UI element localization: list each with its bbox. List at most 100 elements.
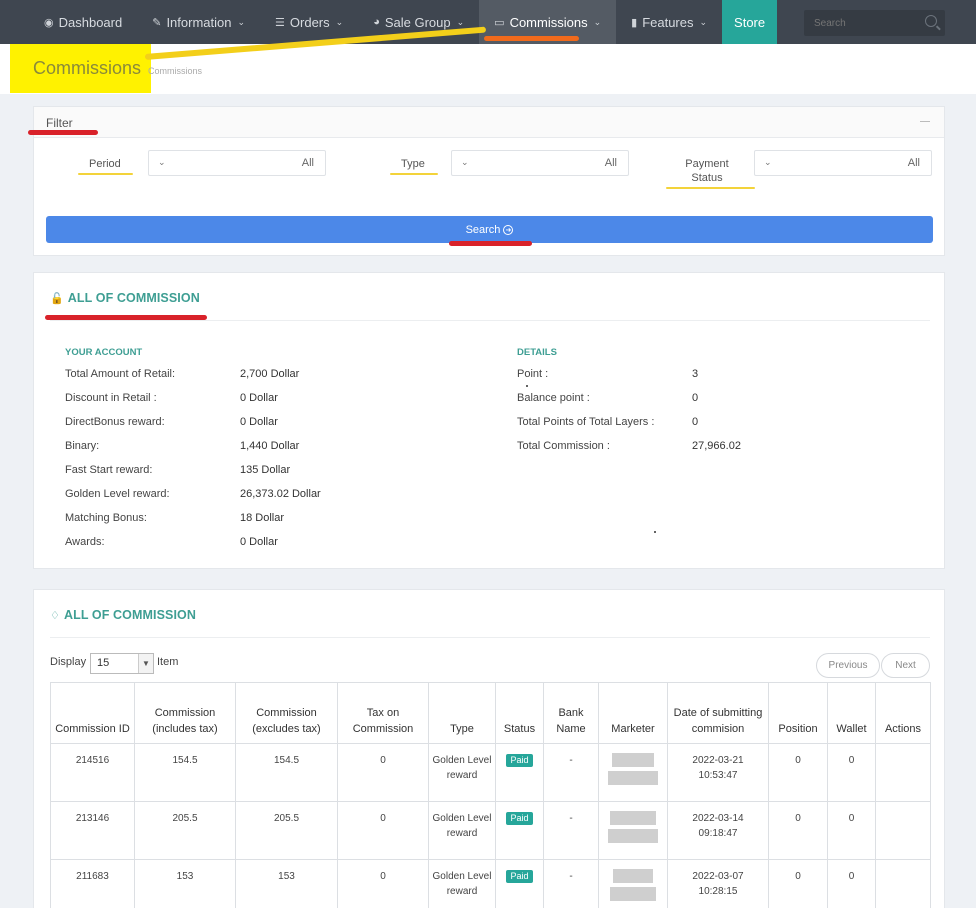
commission-id-cell: 213146 bbox=[50, 801, 135, 860]
type-select-value: All bbox=[604, 157, 617, 169]
previous-button[interactable]: Previous bbox=[816, 653, 880, 678]
commission-table-panel: ♢ ALL OF COMMISSION Display 15 ▼ Item Pr… bbox=[33, 589, 945, 908]
table-row: 211683 153 153 0 Golden Level reward Pai… bbox=[50, 859, 931, 908]
column-header[interactable]: Marketer bbox=[598, 682, 668, 744]
date-value: 2022-03-21 bbox=[692, 755, 744, 766]
status-cell: Paid bbox=[495, 859, 544, 908]
account-label: Total Amount of Retail: bbox=[65, 368, 176, 380]
actions-cell bbox=[875, 743, 931, 802]
annotation-orange-underline bbox=[484, 36, 579, 41]
nav-features[interactable]: ▮ Features ⌄ bbox=[616, 0, 722, 44]
column-header[interactable]: Type bbox=[428, 682, 496, 744]
chevron-down-icon: ⌄ bbox=[456, 16, 465, 27]
nav-information[interactable]: ✎ Information ⌄ bbox=[137, 0, 260, 44]
commission-inc-cell: 153 bbox=[134, 859, 236, 908]
details-value: 27,966.02 bbox=[692, 440, 741, 452]
position-cell: 0 bbox=[768, 859, 828, 908]
nav-dashboard-label: Dashboard bbox=[58, 14, 123, 30]
account-label: DirectBonus reward: bbox=[65, 416, 165, 428]
status-badge: Paid bbox=[506, 754, 533, 767]
search-icon[interactable] bbox=[925, 15, 937, 27]
chevron-down-icon: ⌄ bbox=[237, 16, 246, 27]
column-header[interactable]: Wallet bbox=[827, 682, 876, 744]
details-value: 0 bbox=[692, 392, 699, 404]
details-value: 3 bbox=[692, 368, 699, 380]
column-header[interactable]: Commission (includes tax) bbox=[134, 682, 236, 744]
search-button[interactable]: Search ➜ bbox=[46, 216, 933, 243]
filter-header: Filter bbox=[34, 107, 944, 138]
type-label: Type bbox=[401, 158, 425, 170]
account-label: Binary: bbox=[65, 440, 100, 452]
account-label: Awards: bbox=[65, 536, 105, 548]
nav-features-label: Features bbox=[642, 14, 694, 30]
redacted-block bbox=[610, 887, 656, 901]
tag-icon: ♢ bbox=[50, 609, 60, 622]
nav-orders-label: Orders bbox=[289, 14, 330, 30]
redacted-block bbox=[608, 771, 658, 785]
column-header[interactable]: Commission (excludes tax) bbox=[235, 682, 338, 744]
annotation-yellow-underline-payment bbox=[666, 187, 755, 189]
collapse-icon[interactable] bbox=[920, 121, 930, 122]
account-value: 1,440 Dollar bbox=[240, 440, 300, 452]
column-header[interactable]: Actions bbox=[875, 682, 931, 744]
next-button[interactable]: Next bbox=[881, 653, 930, 678]
display-label: Display bbox=[50, 656, 87, 668]
actions-cell bbox=[875, 801, 931, 860]
search-input[interactable] bbox=[814, 17, 914, 29]
type-cell: Golden Level reward bbox=[428, 859, 496, 908]
status-badge: Paid bbox=[506, 812, 533, 825]
actions-cell bbox=[875, 859, 931, 908]
folder-icon: ▮ bbox=[631, 16, 638, 29]
payment-status-label-line2: Status bbox=[691, 172, 723, 184]
summary-divider bbox=[50, 320, 930, 321]
payment-status-select[interactable]: ⌄ All bbox=[754, 150, 932, 176]
your-account-heading: YOUR ACCOUNT bbox=[65, 347, 143, 358]
page-size-value: 15 bbox=[97, 657, 110, 669]
edit-icon: ✎ bbox=[152, 16, 162, 29]
type-cell: Golden Level reward bbox=[428, 743, 496, 802]
time-value: 10:28:15 bbox=[698, 886, 738, 897]
redacted-block bbox=[610, 811, 656, 825]
nav-sale-group[interactable]: ◕ Sale Group ⌄ bbox=[358, 0, 479, 44]
account-value: 0 Dollar bbox=[240, 536, 278, 548]
marketer-cell bbox=[598, 743, 668, 802]
period-select[interactable]: ⌄ All bbox=[148, 150, 326, 176]
column-header[interactable]: Commission ID bbox=[50, 682, 135, 744]
commission-exc-cell: 154.5 bbox=[235, 743, 338, 802]
table-section-title: ♢ ALL OF COMMISSION bbox=[50, 608, 196, 622]
date-cell: 2022-03-07 10:28:15 bbox=[667, 859, 769, 908]
chevron-down-icon: ⌄ bbox=[461, 157, 469, 167]
account-value: 18 Dollar bbox=[240, 512, 285, 524]
tax-cell: 0 bbox=[337, 801, 429, 860]
column-header[interactable]: Bank Name bbox=[543, 682, 599, 744]
account-label: Fast Start reward: bbox=[65, 464, 153, 476]
account-value: 2,700 Dollar bbox=[240, 368, 300, 380]
nav-orders[interactable]: ☰ Orders ⌄ bbox=[260, 0, 358, 44]
details-heading: DETAILS bbox=[517, 347, 557, 358]
nav-store[interactable]: Store bbox=[722, 0, 778, 44]
stray-dot bbox=[654, 531, 656, 533]
commission-id-cell: 211683 bbox=[50, 859, 135, 908]
chevron-down-icon: ⌄ bbox=[699, 16, 708, 27]
nav-search-box[interactable] bbox=[804, 10, 945, 36]
account-value: 26,373.02 Dollar bbox=[240, 488, 321, 500]
details-label: Total Points of Total Layers : bbox=[517, 416, 655, 428]
annotation-red-underline-search bbox=[449, 241, 532, 246]
commission-inc-cell: 205.5 bbox=[134, 801, 236, 860]
details-value: 0 bbox=[692, 416, 699, 428]
column-header[interactable]: Date of submitting commision bbox=[667, 682, 769, 744]
chevron-down-icon: ▼ bbox=[138, 654, 153, 673]
chevron-down-icon: ⌄ bbox=[335, 16, 344, 27]
column-header[interactable]: Position bbox=[768, 682, 828, 744]
commission-id-cell: 214516 bbox=[50, 743, 135, 802]
account-label: Matching Bonus: bbox=[65, 512, 147, 524]
column-header[interactable]: Status bbox=[495, 682, 544, 744]
column-header[interactable]: Tax on Commission bbox=[337, 682, 429, 744]
type-select[interactable]: ⌄ All bbox=[451, 150, 629, 176]
commission-inc-cell: 154.5 bbox=[134, 743, 236, 802]
page-size-select[interactable]: 15 ▼ bbox=[90, 653, 154, 674]
nav-dashboard[interactable]: ◉ Dashboard bbox=[0, 0, 137, 44]
annotation-yellow-underline-type bbox=[390, 173, 438, 175]
payment-status-label: Payment Status bbox=[674, 158, 740, 184]
tax-cell: 0 bbox=[337, 743, 429, 802]
